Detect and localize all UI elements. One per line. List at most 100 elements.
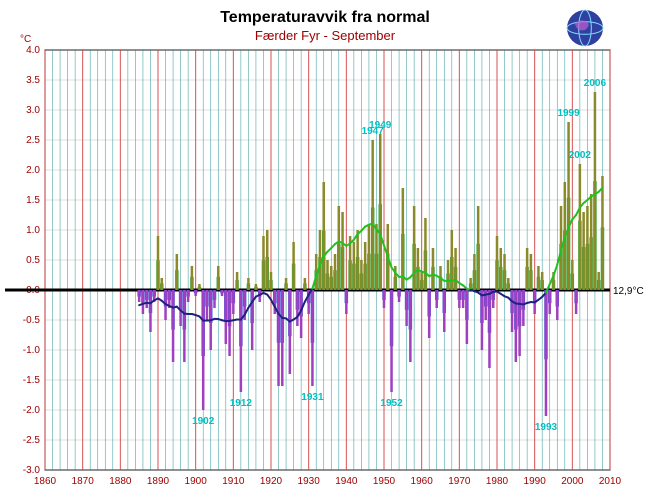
bar — [364, 242, 367, 290]
bar — [138, 290, 141, 302]
bar — [145, 290, 148, 308]
x-tick-label: 1970 — [448, 476, 471, 487]
bar — [458, 290, 461, 308]
y-tick-label: 2.0 — [26, 165, 40, 176]
bar — [405, 290, 408, 326]
chart-container: Temperaturavvik fra normalFærder Fyr - S… — [0, 0, 650, 500]
x-tick-label: 1980 — [486, 476, 509, 487]
bar — [466, 290, 469, 344]
bar — [341, 212, 344, 290]
x-tick-label: 1940 — [335, 476, 358, 487]
bar — [462, 290, 465, 308]
bar — [255, 284, 258, 290]
bar — [296, 290, 299, 326]
x-tick-label: 2000 — [561, 476, 584, 487]
bar — [394, 266, 397, 290]
bar — [518, 290, 521, 356]
bar — [530, 254, 533, 290]
bar — [409, 290, 412, 362]
bar — [398, 290, 401, 302]
bar — [556, 290, 559, 320]
x-tick-label: 1920 — [260, 476, 283, 487]
bar — [277, 290, 280, 386]
bar — [311, 290, 314, 386]
y-tick-label: 3.0 — [26, 105, 40, 116]
bar — [443, 290, 446, 332]
bar — [477, 206, 480, 290]
bar — [213, 290, 216, 308]
bar — [334, 254, 337, 290]
bar — [488, 290, 491, 368]
bar — [496, 236, 499, 290]
bar — [402, 188, 405, 290]
y-tick-label: -2.5 — [23, 435, 41, 446]
x-tick-label: 1880 — [109, 476, 132, 487]
y-tick-label: 1.0 — [26, 225, 40, 236]
bar — [435, 290, 438, 308]
bar — [149, 290, 152, 332]
bar — [601, 176, 604, 290]
bar — [413, 206, 416, 290]
bar — [202, 290, 205, 410]
callout-label: 1931 — [301, 392, 324, 403]
bar — [285, 278, 288, 290]
bar — [240, 290, 243, 392]
bar — [198, 284, 201, 290]
chart-subtitle: Færder Fyr - September — [255, 28, 396, 43]
bar — [289, 290, 292, 374]
bar — [179, 290, 182, 326]
y-tick-label: 1.5 — [26, 195, 40, 206]
y-tick-label: 2.5 — [26, 135, 40, 146]
chart-svg: Temperaturavvik fra normalFærder Fyr - S… — [0, 0, 650, 500]
x-tick-label: 1950 — [373, 476, 396, 487]
bar — [541, 272, 544, 290]
bar — [579, 164, 582, 290]
x-tick-label: 2010 — [599, 476, 622, 487]
bar — [537, 266, 540, 290]
bar — [206, 290, 209, 320]
bar — [379, 134, 382, 290]
bar — [515, 290, 518, 362]
bar — [383, 290, 386, 308]
bar — [548, 290, 551, 314]
bar — [330, 266, 333, 290]
bar — [371, 140, 374, 290]
callout-label: 1949 — [369, 120, 392, 131]
x-tick-label: 1870 — [72, 476, 95, 487]
bar — [473, 254, 476, 290]
bar — [270, 272, 273, 290]
x-tick-label: 1860 — [34, 476, 57, 487]
bar — [368, 224, 371, 290]
bar — [469, 278, 472, 290]
bar — [281, 290, 284, 386]
bar — [300, 290, 303, 338]
bar — [586, 206, 589, 290]
y-tick-label: 3.5 — [26, 75, 40, 86]
bar — [266, 230, 269, 290]
bar — [507, 278, 510, 290]
bar — [247, 278, 250, 290]
y-tick-label: 4.0 — [26, 45, 40, 56]
x-tick-label: 1930 — [298, 476, 321, 487]
bar — [217, 266, 220, 290]
bar — [590, 194, 593, 290]
bar — [221, 290, 224, 296]
bar — [375, 224, 378, 290]
bar — [319, 230, 322, 290]
x-tick-label: 1900 — [185, 476, 208, 487]
bar — [225, 290, 228, 344]
bar — [428, 290, 431, 338]
y-tick-label: -1.5 — [23, 375, 41, 386]
bar — [322, 182, 325, 290]
callout-label: 1952 — [380, 398, 403, 409]
bar — [236, 272, 239, 290]
bar — [194, 290, 197, 296]
bar — [390, 290, 393, 392]
callout-label: 2002 — [569, 150, 592, 161]
bar — [571, 260, 574, 290]
bar — [356, 230, 359, 290]
callout-label: 2006 — [584, 78, 607, 89]
bar — [575, 290, 578, 314]
bar — [420, 272, 423, 290]
bar — [503, 254, 506, 290]
